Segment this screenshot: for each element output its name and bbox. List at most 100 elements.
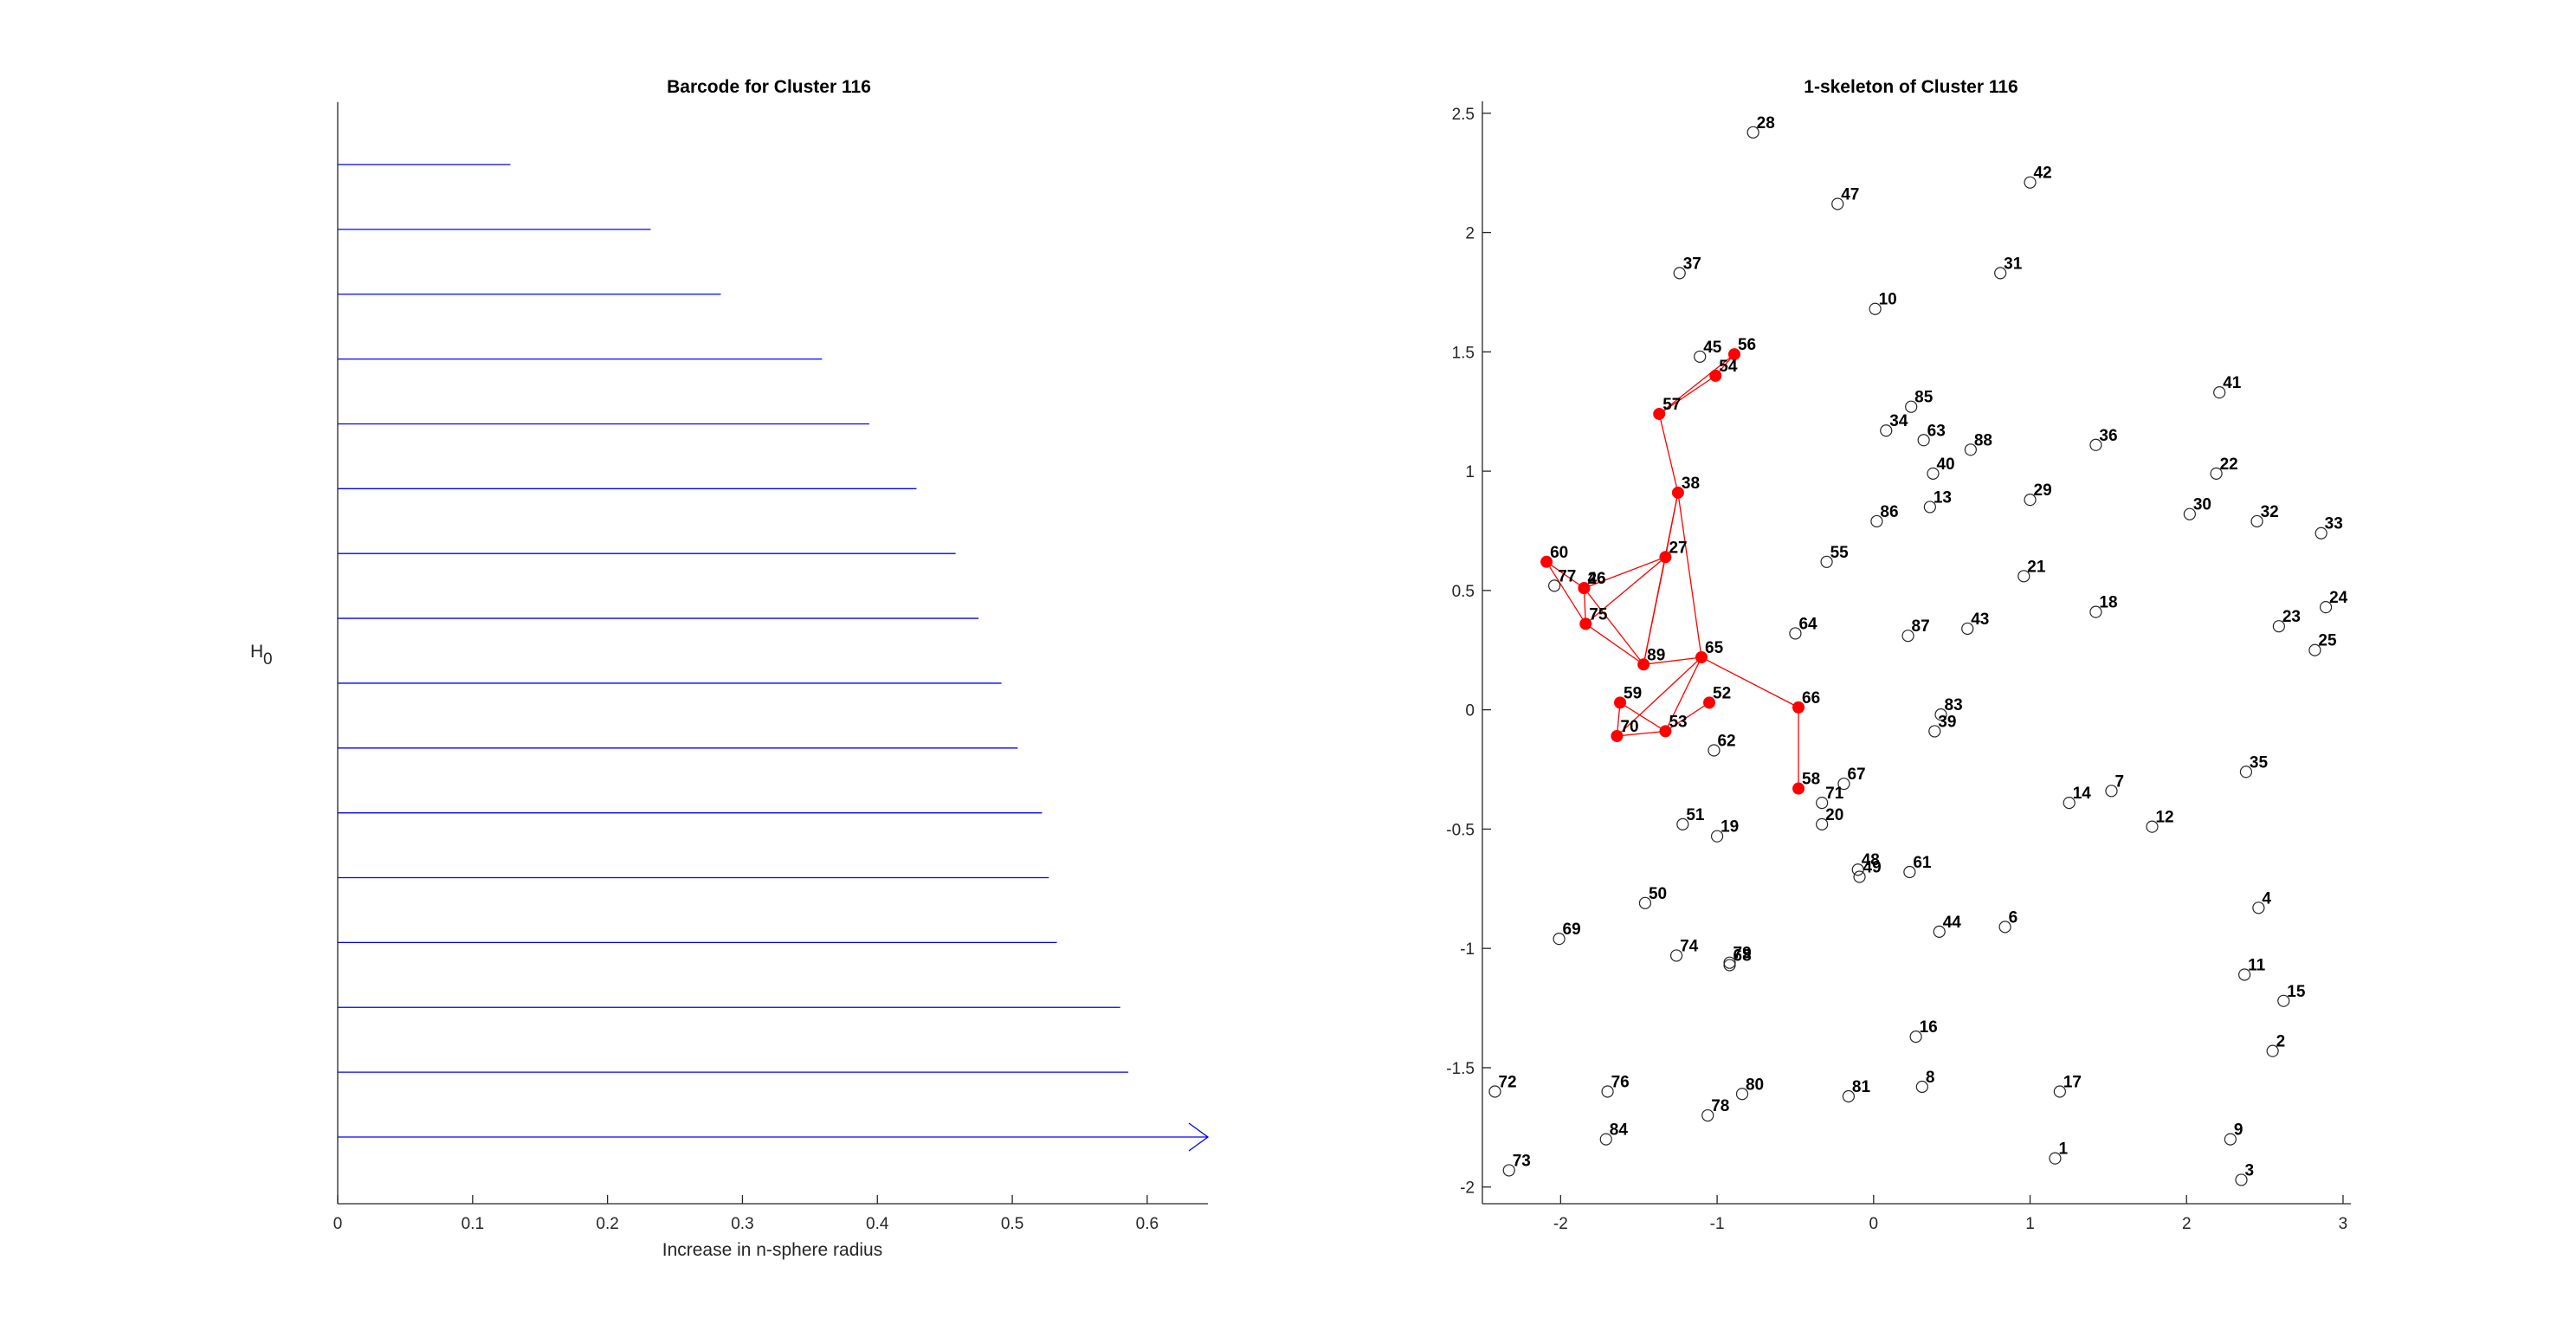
skeleton-point xyxy=(1816,796,1829,810)
skeleton-point-label: 88 xyxy=(1974,431,1992,449)
barcode-panel: Barcode for Cluster 116 0 0.1 0.2 0.3 0.4 0.5… xyxy=(250,77,1210,1260)
skeleton-point xyxy=(1701,1108,1714,1122)
skeleton-point xyxy=(1905,400,1918,413)
skeleton-edge xyxy=(1664,656,1702,732)
skeleton-points xyxy=(1488,126,2333,1186)
skeleton-edge xyxy=(1701,656,1799,708)
skeleton-edge xyxy=(1585,623,1644,665)
skeleton-point-cluster xyxy=(1792,701,1805,714)
skeleton-point-label: 44 xyxy=(1943,914,1962,932)
skeleton-point xyxy=(2277,994,2290,1007)
skeleton-point-labels: 1234678910111213141516171819202123242528… xyxy=(1498,114,2347,1180)
skeleton-point-label: 75 xyxy=(1589,605,1608,624)
skeleton-point-label: 48 xyxy=(1862,851,1880,869)
skeleton-point xyxy=(1903,865,1916,879)
skeleton-point xyxy=(2266,1044,2279,1057)
skeleton-point-label: 16 xyxy=(1920,1018,1938,1037)
skeleton-point xyxy=(2146,820,2159,833)
skeleton-point xyxy=(2213,386,2226,399)
skeleton-point-label: 27 xyxy=(1669,539,1687,557)
skeleton-point xyxy=(1998,921,2011,934)
skeleton-x-tick-label: -2 xyxy=(1553,1215,1568,1233)
skeleton-point-label: 10 xyxy=(1879,291,1897,309)
skeleton-point xyxy=(1901,630,1914,643)
skeleton-edge xyxy=(1643,656,1702,665)
skeleton-point-label: 84 xyxy=(1610,1121,1629,1140)
skeleton-point xyxy=(2049,1152,2062,1165)
skeleton-point-label: 61 xyxy=(1913,854,1932,872)
skeleton-point-label: 83 xyxy=(1945,696,1963,714)
skeleton-point xyxy=(1880,424,1893,437)
skeleton-point-label: 18 xyxy=(2099,594,2117,612)
skeleton-x-tick-label: 1 xyxy=(2025,1215,2035,1233)
barcode-title: Barcode for Cluster 116 xyxy=(667,77,871,97)
skeleton-point-label: 33 xyxy=(2325,515,2343,533)
skeleton-point xyxy=(2024,176,2037,189)
skeleton-edge xyxy=(1583,587,1644,665)
skeleton-point-label: 19 xyxy=(1721,818,1739,837)
skeleton-point-label: 76 xyxy=(1611,1073,1630,1091)
skeleton-point xyxy=(1870,514,1883,528)
skeleton-point xyxy=(1869,302,1882,315)
skeleton-point xyxy=(1842,1089,1855,1103)
skeleton-point xyxy=(1746,126,1759,139)
skeleton-point-label: 51 xyxy=(1686,806,1705,824)
barcode-x-tick-label: 0.3 xyxy=(731,1215,753,1233)
barcode-y-label: H 0 xyxy=(250,642,273,669)
skeleton-y-tick-label: -2 xyxy=(1460,1179,1475,1198)
skeleton-point xyxy=(2308,643,2321,656)
skeleton-point xyxy=(2315,527,2327,540)
skeleton-point xyxy=(1853,870,1866,883)
skeleton-point-label: 60 xyxy=(1550,544,1568,562)
skeleton-point-label: 54 xyxy=(1719,358,1738,376)
skeleton-point-label: 47 xyxy=(1841,185,1859,204)
skeleton-y-tick-label: 0.5 xyxy=(1452,583,1475,601)
skeleton-point xyxy=(2089,605,2102,618)
skeleton-point xyxy=(1708,744,1721,757)
skeleton-point xyxy=(2018,570,2030,583)
skeleton-point xyxy=(1837,777,1850,791)
skeleton-x-tick-label: -1 xyxy=(1710,1215,1725,1233)
skeleton-point xyxy=(1934,708,1947,721)
skeleton-point-label: 80 xyxy=(1746,1076,1764,1094)
barcode-x-tick-label: 0 xyxy=(333,1215,343,1233)
skeleton-point-label: 7 xyxy=(2114,772,2124,791)
skeleton-point-label: 34 xyxy=(1889,412,1908,430)
skeleton-point xyxy=(1915,1080,1928,1094)
skeleton-y-tick-label: 1 xyxy=(1465,463,1475,481)
skeleton-point-label: 53 xyxy=(1669,713,1687,731)
skeleton-point xyxy=(1673,267,1686,280)
skeleton-point-label: 25 xyxy=(2318,632,2337,650)
barcode-x-tick-label: 0.4 xyxy=(866,1215,889,1233)
skeleton-point-label: 70 xyxy=(1620,718,1638,736)
skeleton-edge xyxy=(1643,557,1667,665)
skeleton-point xyxy=(1933,925,1946,938)
skeleton-point xyxy=(1710,830,1724,843)
skeleton-edge xyxy=(1616,656,1702,737)
skeleton-point-label: 20 xyxy=(1825,806,1843,824)
skeleton-point-label: 9 xyxy=(2234,1121,2244,1140)
skeleton-point-label: 38 xyxy=(1682,475,1700,493)
skeleton-point-cluster xyxy=(1637,658,1650,671)
skeleton-point-label: 12 xyxy=(2155,809,2173,827)
skeleton-point-label: 42 xyxy=(2034,165,2052,183)
skeleton-point xyxy=(2252,901,2265,914)
skeleton-point-label: 77 xyxy=(1558,567,1576,585)
skeleton-point xyxy=(1928,725,1941,738)
barcode-y-label-subscript: 0 xyxy=(263,650,273,669)
skeleton-point xyxy=(2319,601,2333,614)
skeleton-point-label: 35 xyxy=(2250,753,2269,772)
skeleton-point-label: 15 xyxy=(2287,983,2306,1001)
skeleton-edge xyxy=(1619,701,1666,732)
skeleton-point-cluster xyxy=(1653,407,1666,420)
skeleton-point-label: 28 xyxy=(1757,114,1775,132)
skeleton-point xyxy=(1994,267,2007,280)
skeleton-point-label: 21 xyxy=(2027,558,2046,576)
skeleton-point-label: 40 xyxy=(1936,456,1954,474)
skeleton-edge xyxy=(1677,492,1702,658)
skeleton-point-label: 67 xyxy=(1847,766,1865,784)
skeleton-point-label: 57 xyxy=(1662,396,1681,414)
skeleton-edge xyxy=(1584,556,1666,589)
skeleton-point-label: 32 xyxy=(2261,503,2279,521)
